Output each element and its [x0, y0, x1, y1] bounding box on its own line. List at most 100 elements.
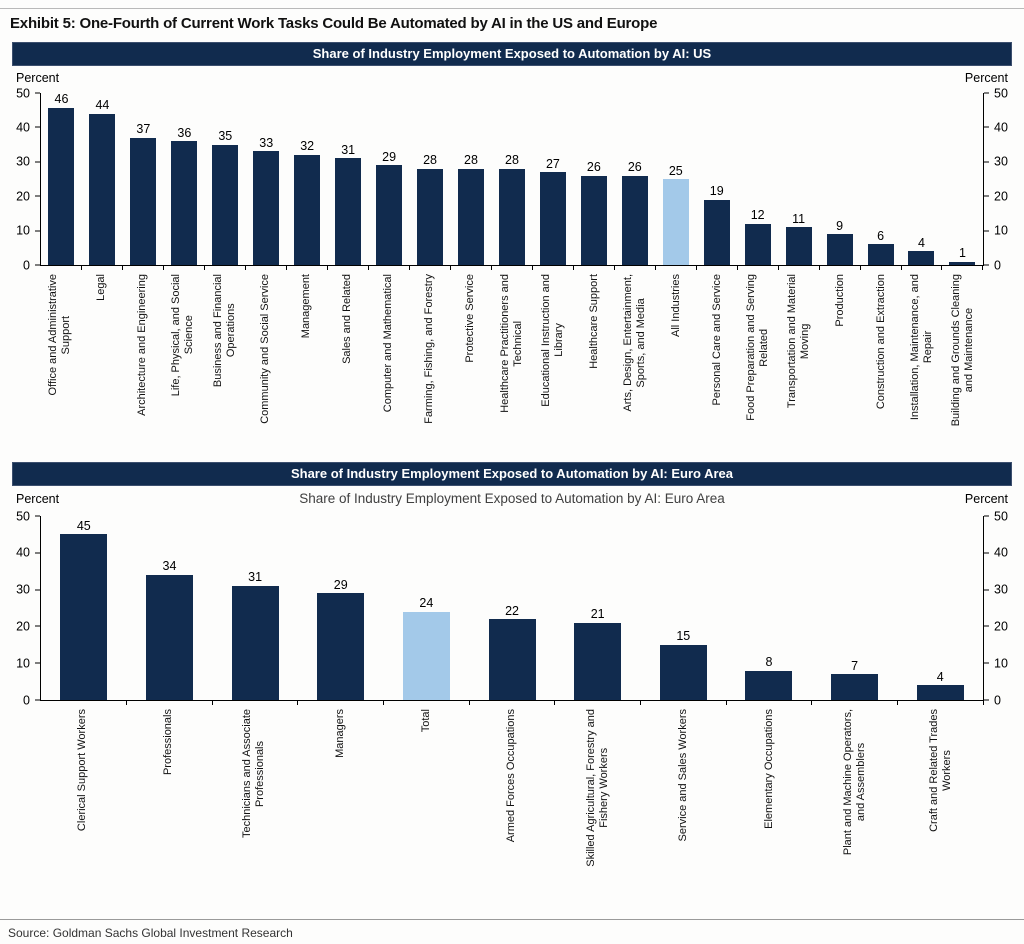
bar [488, 619, 536, 700]
bar-group: 46 [41, 92, 83, 270]
bar-group: 21 [555, 516, 641, 705]
y-tick-label: 10 [16, 223, 30, 238]
category-label-cell: Service and Sales Workers [641, 703, 727, 907]
bar-group: 37 [123, 93, 165, 270]
bar-group: 29 [298, 516, 384, 705]
category-label: Management [300, 274, 313, 339]
category-label-cell: Elementary Occupations [727, 703, 813, 907]
category-label-cell: Managers [297, 703, 383, 907]
bar-value-label: 33 [259, 135, 274, 150]
y-tick-mark [984, 92, 989, 94]
y-tick-label: 30 [16, 154, 30, 169]
category-label: Technicians and Associate Professionals [241, 709, 267, 839]
category-label: Business and Financial Operations [211, 274, 237, 388]
bar-value-label: 9 [836, 218, 844, 233]
category-label-cell: All Industries [656, 268, 697, 456]
category-label-cell: Armed Forces Occupations [469, 703, 555, 907]
category-label-cell: Food Preparation and Serving Related [738, 268, 779, 456]
category-label: Building and Grounds Cleaning and Mainte… [950, 274, 976, 427]
category-label-cell: Total [383, 703, 469, 907]
y-tick-label: 40 [994, 545, 1008, 560]
y-tick-label: 0 [23, 692, 30, 707]
y-tick-label: 30 [16, 582, 30, 597]
bar [785, 227, 812, 265]
bar-value-label: 44 [95, 98, 110, 113]
category-label-cell: Production [820, 268, 861, 456]
bar-group: 25 [655, 93, 697, 270]
y-tick-label: 20 [994, 619, 1008, 634]
category-label: All Industries [669, 274, 682, 337]
bar-value-label: 12 [750, 208, 765, 223]
bar [659, 644, 707, 700]
bar [574, 622, 622, 700]
category-label-cell: Technicians and Associate Professionals [212, 703, 298, 907]
bar [498, 168, 525, 265]
bar-group: 9 [819, 93, 861, 270]
category-label-cell: Computer and Mathematical [368, 268, 409, 456]
bar-value-label: 21 [590, 607, 605, 622]
category-label-cell: Healthcare Support [574, 268, 615, 456]
bar-group: 28 [410, 93, 451, 270]
bar-group: 22 [469, 516, 555, 705]
bar [231, 585, 279, 700]
euro-category-labels: Clerical Support Workers Professionals Tec… [40, 703, 984, 907]
us-plot-area: 46 44 37 36 35 33 32 31 29 28 28 28 27 26 26 25 19 12 11 9 6… [40, 92, 984, 270]
y-tick-mark [35, 92, 40, 94]
bar-group: 15 [640, 516, 727, 705]
bar [621, 175, 648, 265]
category-label: Installation, Maintenance, and Repair [909, 274, 935, 421]
bar-group: 36 [164, 93, 206, 270]
bar-value-label: 26 [627, 160, 642, 175]
y-tick-label: 40 [16, 120, 30, 135]
y-tick-label: 40 [994, 120, 1008, 135]
bar [171, 141, 198, 265]
bar [294, 154, 321, 265]
category-label: Professionals [162, 709, 175, 776]
y-tick-mark [35, 589, 40, 591]
y-tick-mark [35, 662, 40, 664]
bar-value-label: 34 [162, 559, 177, 574]
category-label-cell: Clerical Support Workers [40, 703, 126, 907]
bar-value-label: 29 [333, 577, 348, 592]
bar-group: 34 [127, 516, 213, 705]
bar-group: 27 [532, 93, 574, 270]
y-tick-mark [984, 699, 989, 701]
bar-value-label: 28 [464, 153, 478, 168]
bar [949, 261, 976, 265]
category-label: Total [419, 709, 432, 733]
bar-value-label: 4 [936, 669, 944, 684]
bar-value-label: 27 [545, 156, 560, 171]
category-label: Armed Forces Occupations [505, 709, 518, 843]
y-tick-mark [984, 161, 989, 163]
bar-group: 31 [328, 93, 370, 270]
bar-value-label: 25 [668, 163, 683, 178]
us-axis-units-row: Percent Percent [16, 71, 1008, 85]
category-label: Healthcare Practitioners and Technical [498, 274, 525, 413]
category-label: Educational Instruction and Library [539, 274, 566, 407]
y-tick-label: 10 [16, 655, 30, 670]
category-label-cell: Life, Physical, and Social Science [163, 268, 204, 456]
highlighted-bar [662, 179, 689, 265]
bar-value-label: 24 [419, 596, 434, 611]
exhibit-title: Exhibit 5: One-Fourth of Current Work Ta… [10, 15, 658, 32]
bar-value-label: 11 [792, 211, 806, 226]
bar-group: 24 [384, 516, 470, 705]
bar [89, 113, 116, 265]
bar-value-label: 36 [177, 125, 192, 140]
category-label-cell: Community and Social Service [245, 268, 286, 456]
category-label: Architecture and Engineering [136, 274, 149, 416]
bar [145, 574, 193, 700]
us-chart-title-bar: Share of Industry Employment Exposed to … [12, 42, 1012, 66]
category-label-cell: Professionals [126, 703, 212, 907]
bar [703, 199, 730, 265]
category-label: Healthcare Support [587, 274, 600, 369]
y-tick-mark [984, 552, 989, 554]
euro-plot-area: 45 34 31 29 24 22 21 15 8 7 4 [40, 516, 984, 705]
bar-group: 11 [778, 93, 820, 270]
bar-value-label: 46 [54, 92, 69, 106]
bar-group: 7 [812, 516, 898, 705]
footer-divider [0, 919, 1024, 920]
page: { "page": { "exhibit_title": "Exhibit 5:… [0, 8, 1024, 944]
category-label-cell: Legal [81, 268, 122, 456]
bar-value-label: 31 [248, 570, 263, 585]
